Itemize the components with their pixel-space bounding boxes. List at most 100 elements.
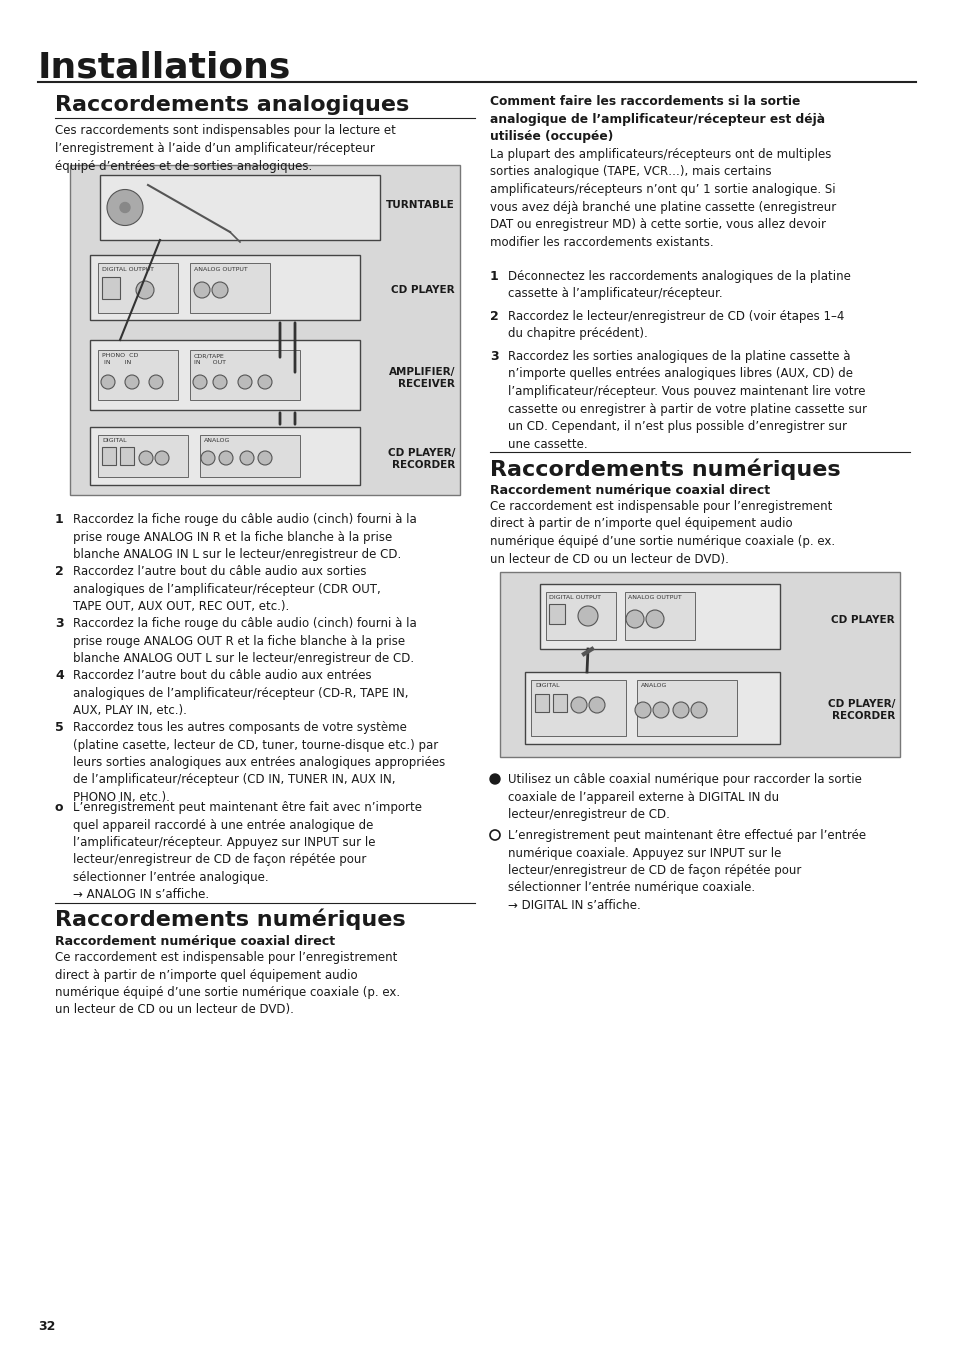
Text: 5: 5 (55, 720, 64, 734)
Circle shape (237, 375, 252, 389)
Circle shape (257, 375, 272, 389)
Circle shape (490, 830, 499, 840)
Bar (553, 693, 566, 712)
Text: o: o (55, 801, 64, 813)
Circle shape (136, 281, 153, 299)
Text: L’enregistrement peut maintenant être effectué par l’entrée
numérique coaxiale. : L’enregistrement peut maintenant être ef… (507, 830, 865, 912)
Text: CD PLAYER/
RECORDER: CD PLAYER/ RECORDER (827, 699, 894, 722)
Text: 2: 2 (490, 310, 498, 322)
Text: 2: 2 (55, 565, 64, 577)
Text: 1: 1 (490, 270, 498, 283)
Text: Raccordez la fiche rouge du câble audio (cinch) fourni à la
prise rouge ANALOG O: Raccordez la fiche rouge du câble audio … (73, 616, 416, 665)
Text: CD PLAYER: CD PLAYER (830, 615, 894, 625)
Circle shape (120, 202, 130, 213)
Text: Raccordez l’autre bout du câble audio aux sorties
analogiques de l’amplificateur: Raccordez l’autre bout du câble audio au… (73, 565, 380, 612)
Circle shape (193, 375, 207, 389)
Circle shape (212, 282, 228, 298)
Bar (100, 175, 379, 240)
Bar (524, 672, 780, 745)
Bar (190, 263, 270, 313)
Circle shape (125, 375, 139, 389)
Bar (535, 693, 548, 712)
Bar (190, 349, 299, 401)
Bar (499, 572, 899, 757)
Bar (545, 592, 616, 639)
Text: Raccordement numérique coaxial direct: Raccordement numérique coaxial direct (55, 935, 335, 948)
Bar (624, 592, 695, 639)
Circle shape (588, 697, 604, 714)
Bar (102, 277, 120, 299)
Text: AMPLIFIER/
RECEIVER: AMPLIFIER/ RECEIVER (388, 367, 455, 390)
Circle shape (154, 451, 169, 465)
Text: ANALOG: ANALOG (640, 683, 667, 688)
Circle shape (213, 375, 227, 389)
Bar (548, 604, 564, 625)
Circle shape (149, 375, 163, 389)
Circle shape (139, 451, 152, 465)
Text: Raccordez le lecteur/enregistreur de CD (voir étapes 1–4
du chapitre précédent).: Raccordez le lecteur/enregistreur de CD … (507, 310, 843, 340)
Circle shape (635, 701, 650, 718)
Bar (90, 428, 359, 486)
Text: ANALOG: ANALOG (204, 438, 230, 442)
Text: IN       IN: IN IN (104, 360, 132, 366)
Bar (539, 584, 780, 649)
Text: Comment faire les raccordements si la sortie
analogique de l’amplificateur/récep: Comment faire les raccordements si la so… (490, 94, 824, 143)
Circle shape (107, 189, 143, 225)
Text: Raccordements numériques: Raccordements numériques (55, 909, 405, 931)
Circle shape (578, 606, 598, 626)
Text: Déconnectez les raccordements analogiques de la platine
cassette à l’amplificate: Déconnectez les raccordements analogique… (507, 270, 850, 301)
Circle shape (625, 610, 643, 629)
Text: Raccordez la fiche rouge du câble audio (cinch) fourni à la
prise rouge ANALOG I: Raccordez la fiche rouge du câble audio … (73, 513, 416, 561)
Text: Raccordements analogiques: Raccordements analogiques (55, 94, 409, 115)
Text: 3: 3 (490, 349, 498, 363)
Circle shape (201, 451, 214, 465)
Bar (531, 680, 625, 737)
Bar (90, 255, 359, 320)
Text: 4: 4 (55, 669, 64, 683)
Text: 32: 32 (38, 1321, 55, 1333)
Text: DIGITAL OUTPUT: DIGITAL OUTPUT (548, 595, 600, 600)
Circle shape (672, 701, 688, 718)
Circle shape (193, 282, 210, 298)
Bar (200, 434, 299, 478)
Text: ANALOG OUTPUT: ANALOG OUTPUT (627, 595, 681, 600)
Text: Raccordement numérique coaxial direct: Raccordement numérique coaxial direct (490, 484, 769, 496)
Bar (102, 447, 116, 465)
Text: DIGITAL OUTPUT: DIGITAL OUTPUT (102, 267, 153, 272)
Text: Utilisez un câble coaxial numérique pour raccorder la sortie
coaxiale de l’appar: Utilisez un câble coaxial numérique pour… (507, 773, 861, 822)
Text: Raccordements numériques: Raccordements numériques (490, 459, 840, 479)
Text: PHONO  CD: PHONO CD (102, 353, 138, 357)
Bar (98, 434, 188, 478)
Text: Raccordez l’autre bout du câble audio aux entrées
analogiques de l’amplificateur: Raccordez l’autre bout du câble audio au… (73, 669, 408, 718)
Circle shape (645, 610, 663, 629)
Text: DIGITAL: DIGITAL (102, 438, 127, 442)
Text: Raccordez tous les autres composants de votre système
(platine casette, lecteur : Raccordez tous les autres composants de … (73, 720, 445, 804)
Circle shape (240, 451, 253, 465)
Text: 3: 3 (55, 616, 64, 630)
Circle shape (101, 375, 115, 389)
Text: Ces raccordements sont indispensables pour la lecture et
l’enregistrement à l’ai: Ces raccordements sont indispensables po… (55, 124, 395, 173)
Bar (98, 349, 178, 401)
Text: DIGITAL: DIGITAL (535, 683, 559, 688)
Bar (90, 340, 359, 410)
Text: ANALOG OUTPUT: ANALOG OUTPUT (193, 267, 248, 272)
Text: L’enregistrement peut maintenant être fait avec n’importe
quel appareil raccordé: L’enregistrement peut maintenant être fa… (73, 801, 421, 901)
Bar (120, 447, 133, 465)
Text: Installations: Installations (38, 50, 291, 84)
Circle shape (490, 774, 499, 784)
Circle shape (690, 701, 706, 718)
Text: Ce raccordement est indispensable pour l’enregistrement
direct à partir de n’imp: Ce raccordement est indispensable pour l… (490, 500, 834, 565)
Text: 1: 1 (55, 513, 64, 526)
Text: CD PLAYER/
RECORDER: CD PLAYER/ RECORDER (387, 448, 455, 471)
Bar (637, 680, 737, 737)
Text: La plupart des amplificateurs/récepteurs ont de multiples
sorties analogique (TA: La plupart des amplificateurs/récepteurs… (490, 148, 836, 248)
Text: IN      OUT: IN OUT (193, 360, 226, 366)
Text: CDR/TAPE: CDR/TAPE (193, 353, 225, 357)
Circle shape (219, 451, 233, 465)
Text: Ce raccordement est indispensable pour l’enregistrement
direct à partir de n’imp: Ce raccordement est indispensable pour l… (55, 951, 399, 1017)
Text: Français: Français (9, 730, 18, 781)
Text: CD PLAYER: CD PLAYER (391, 285, 455, 295)
Circle shape (571, 697, 586, 714)
Circle shape (652, 701, 668, 718)
Text: TURNTABLE: TURNTABLE (386, 200, 455, 210)
